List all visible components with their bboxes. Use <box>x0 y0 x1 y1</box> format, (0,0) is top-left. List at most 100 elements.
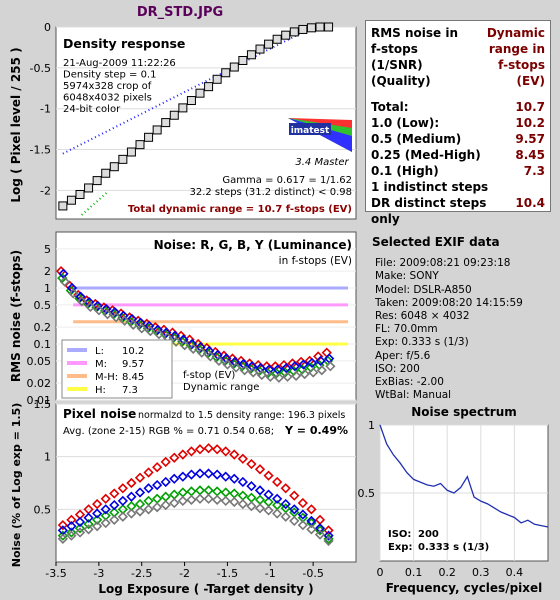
density-point <box>255 44 265 54</box>
pixel-noise-point <box>100 517 111 529</box>
pixel-noise-point <box>237 476 248 488</box>
stats-row-value: 10.7 <box>515 100 545 114</box>
noise-point <box>84 296 95 308</box>
pixel-noise-point <box>143 504 154 515</box>
noise-point <box>204 345 215 357</box>
density-point <box>306 23 316 33</box>
noise-point <box>66 282 78 294</box>
gamma-line <box>62 26 314 155</box>
noise-point <box>265 371 276 382</box>
pixel-noise-point <box>177 449 188 460</box>
pixel-noise-point <box>92 514 103 525</box>
exif-line: Model: DSLR-A850 <box>375 283 472 296</box>
pixel-noise-point <box>203 443 214 454</box>
noise-point <box>119 315 130 326</box>
exif-line: Make: SONY <box>375 270 439 283</box>
noise-point <box>308 367 319 378</box>
density-info-line: Density step = 0.1 <box>63 70 156 81</box>
exif-line: Aper: f/5.6 <box>375 349 431 362</box>
x-tick-label: -1 <box>265 567 276 580</box>
noise-point <box>313 351 324 362</box>
pixel-noise-point <box>280 498 291 510</box>
pixel-noise-point <box>246 458 257 470</box>
pixel-noise-point <box>272 493 283 504</box>
pixel-noise-point <box>152 462 163 473</box>
pixel-noise-point <box>220 495 231 507</box>
pixel-noise-point <box>66 514 77 525</box>
x-tick-label: -1.5 <box>217 567 238 580</box>
noise-point <box>179 340 190 351</box>
pixel-noise-point <box>237 498 248 510</box>
stats-row: Total: 10.7 <box>366 99 550 115</box>
pixel-noise-point <box>92 521 103 532</box>
stats-row-value: 10.4 <box>515 196 545 210</box>
noise-point <box>281 363 292 374</box>
pixel-noise-point <box>194 444 206 455</box>
density-title: Density response <box>63 36 185 51</box>
density-info-line: 5974x328 crop of <box>63 81 152 92</box>
pixel-noise-point <box>314 523 326 534</box>
pixel-noise-point <box>229 496 240 508</box>
noise-point <box>205 351 216 362</box>
density-point <box>195 88 205 98</box>
logo-text: imatest <box>291 126 330 136</box>
pixel-noise-point <box>306 504 317 515</box>
stats-row-value: 9.57 <box>515 132 545 146</box>
x-tick-label: -3 <box>93 567 104 580</box>
y-tick-label: -1.5 <box>30 144 51 157</box>
noise-point <box>256 369 267 381</box>
noise-point <box>290 370 302 381</box>
spectrum-curve <box>379 424 549 528</box>
legend-value: 10.2 <box>122 346 144 357</box>
density-point <box>221 68 231 78</box>
stats-row-label: 0.25 (Med-High) <box>371 148 481 162</box>
pixel-noise-point <box>237 453 248 464</box>
pixel-noise-point <box>203 468 214 479</box>
pixel-noise-point <box>109 514 120 525</box>
stats-row-label: 0.5 (Medium) <box>371 132 462 146</box>
y-tick-label: -0.5 <box>30 62 51 75</box>
pixel-noise-point <box>186 469 197 480</box>
pixel-noise-point <box>314 529 326 540</box>
pixel-noise-point <box>100 504 111 515</box>
pixel-noise-point <box>177 495 188 507</box>
pixel-noise-point <box>117 511 128 522</box>
pixel-noise-point <box>297 509 308 520</box>
noise-point <box>272 364 283 375</box>
pixel-noise-point <box>92 508 103 519</box>
exif-line: File: 2009:08:21 09:23:18 <box>375 257 511 270</box>
density-point <box>324 22 334 32</box>
pixel-noise-point <box>160 456 171 468</box>
pixel-noise-point <box>109 488 120 499</box>
pixel-noise-point <box>254 464 266 475</box>
pixel-noise-point <box>254 503 266 514</box>
y-tick-label: 0.1 <box>34 338 52 351</box>
spectrum-title: Noise spectrum <box>411 405 517 419</box>
imatest-logo: imatest 3.4 Master <box>288 118 352 168</box>
y-tick-label: 0.5 <box>34 503 52 516</box>
pixel-noise-point <box>272 508 283 519</box>
y-tick-label: 1 <box>44 451 51 464</box>
pixel-noise-point <box>186 494 197 505</box>
y-tick-label: 1.5 <box>34 398 52 411</box>
pixel-noise-point <box>169 452 180 463</box>
pixel-noise-point <box>186 446 197 457</box>
x-tick-label: 0.1 <box>405 566 423 579</box>
spectrum-iso-value: 200 <box>418 529 439 540</box>
pixel-noise-point <box>126 491 137 502</box>
noise-subtitle: in f-stops (EV) <box>279 255 352 267</box>
noise-point <box>118 310 129 321</box>
density-point <box>298 24 308 34</box>
noise-point <box>315 355 326 366</box>
pixel-noise-point <box>74 516 86 528</box>
pixel-noise-point <box>229 473 240 484</box>
spectrum-xlabel: Frequency, cycles/pixel <box>386 581 543 595</box>
noise-point <box>92 300 103 311</box>
stats-row-label: 1.0 (Low): <box>371 116 440 130</box>
steps-text: 32.2 steps (31.2 distinct) < 0.98 <box>189 187 352 198</box>
density-point <box>169 110 179 120</box>
density-point <box>126 147 136 157</box>
pixel-noise-point <box>152 479 163 491</box>
pixel-noise-point <box>66 530 77 541</box>
